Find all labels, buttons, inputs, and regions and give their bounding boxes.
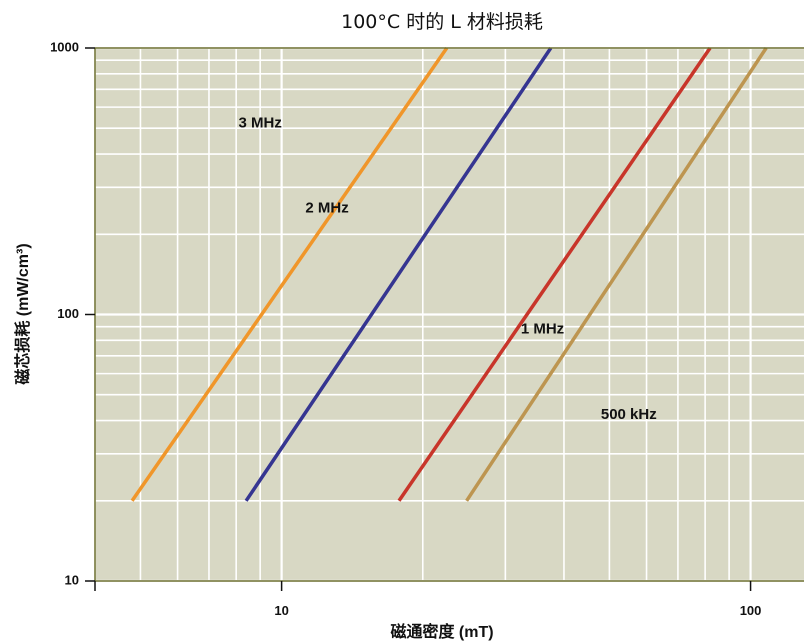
x-tick-label: 10 — [274, 603, 288, 618]
series-label-2-mhz: 2 MHz — [305, 199, 348, 216]
series-line-2-mhz — [244, 47, 553, 502]
series-label-1-mhz: 1 MHz — [521, 320, 564, 337]
series-line-500-khz — [465, 47, 768, 502]
x-axis-label: 磁通密度 (mT) — [390, 622, 493, 641]
y-tick-label: 10 — [65, 572, 79, 587]
series-labels: 3 MHz 2 MHz 1 MHz 500 kHz — [238, 115, 656, 423]
y-axis-label: 磁芯损耗 (mW/cm³) — [13, 243, 32, 384]
tick-labels: 10 100 10 100 1000 — [50, 39, 761, 618]
series-label-500-khz: 500 kHz — [601, 406, 657, 423]
tick-marks — [85, 47, 752, 591]
y-tick-label: 1000 — [50, 39, 79, 54]
y-tick-label: 100 — [57, 306, 79, 321]
chart-title: 100°C 时的 L 材料损耗 — [341, 11, 543, 33]
series-line-3-mhz — [130, 47, 449, 502]
series-label-3-mhz: 3 MHz — [238, 115, 281, 132]
series-lines — [130, 47, 768, 502]
series-line-1-mhz — [397, 47, 712, 502]
x-tick-label: 100 — [740, 603, 762, 618]
